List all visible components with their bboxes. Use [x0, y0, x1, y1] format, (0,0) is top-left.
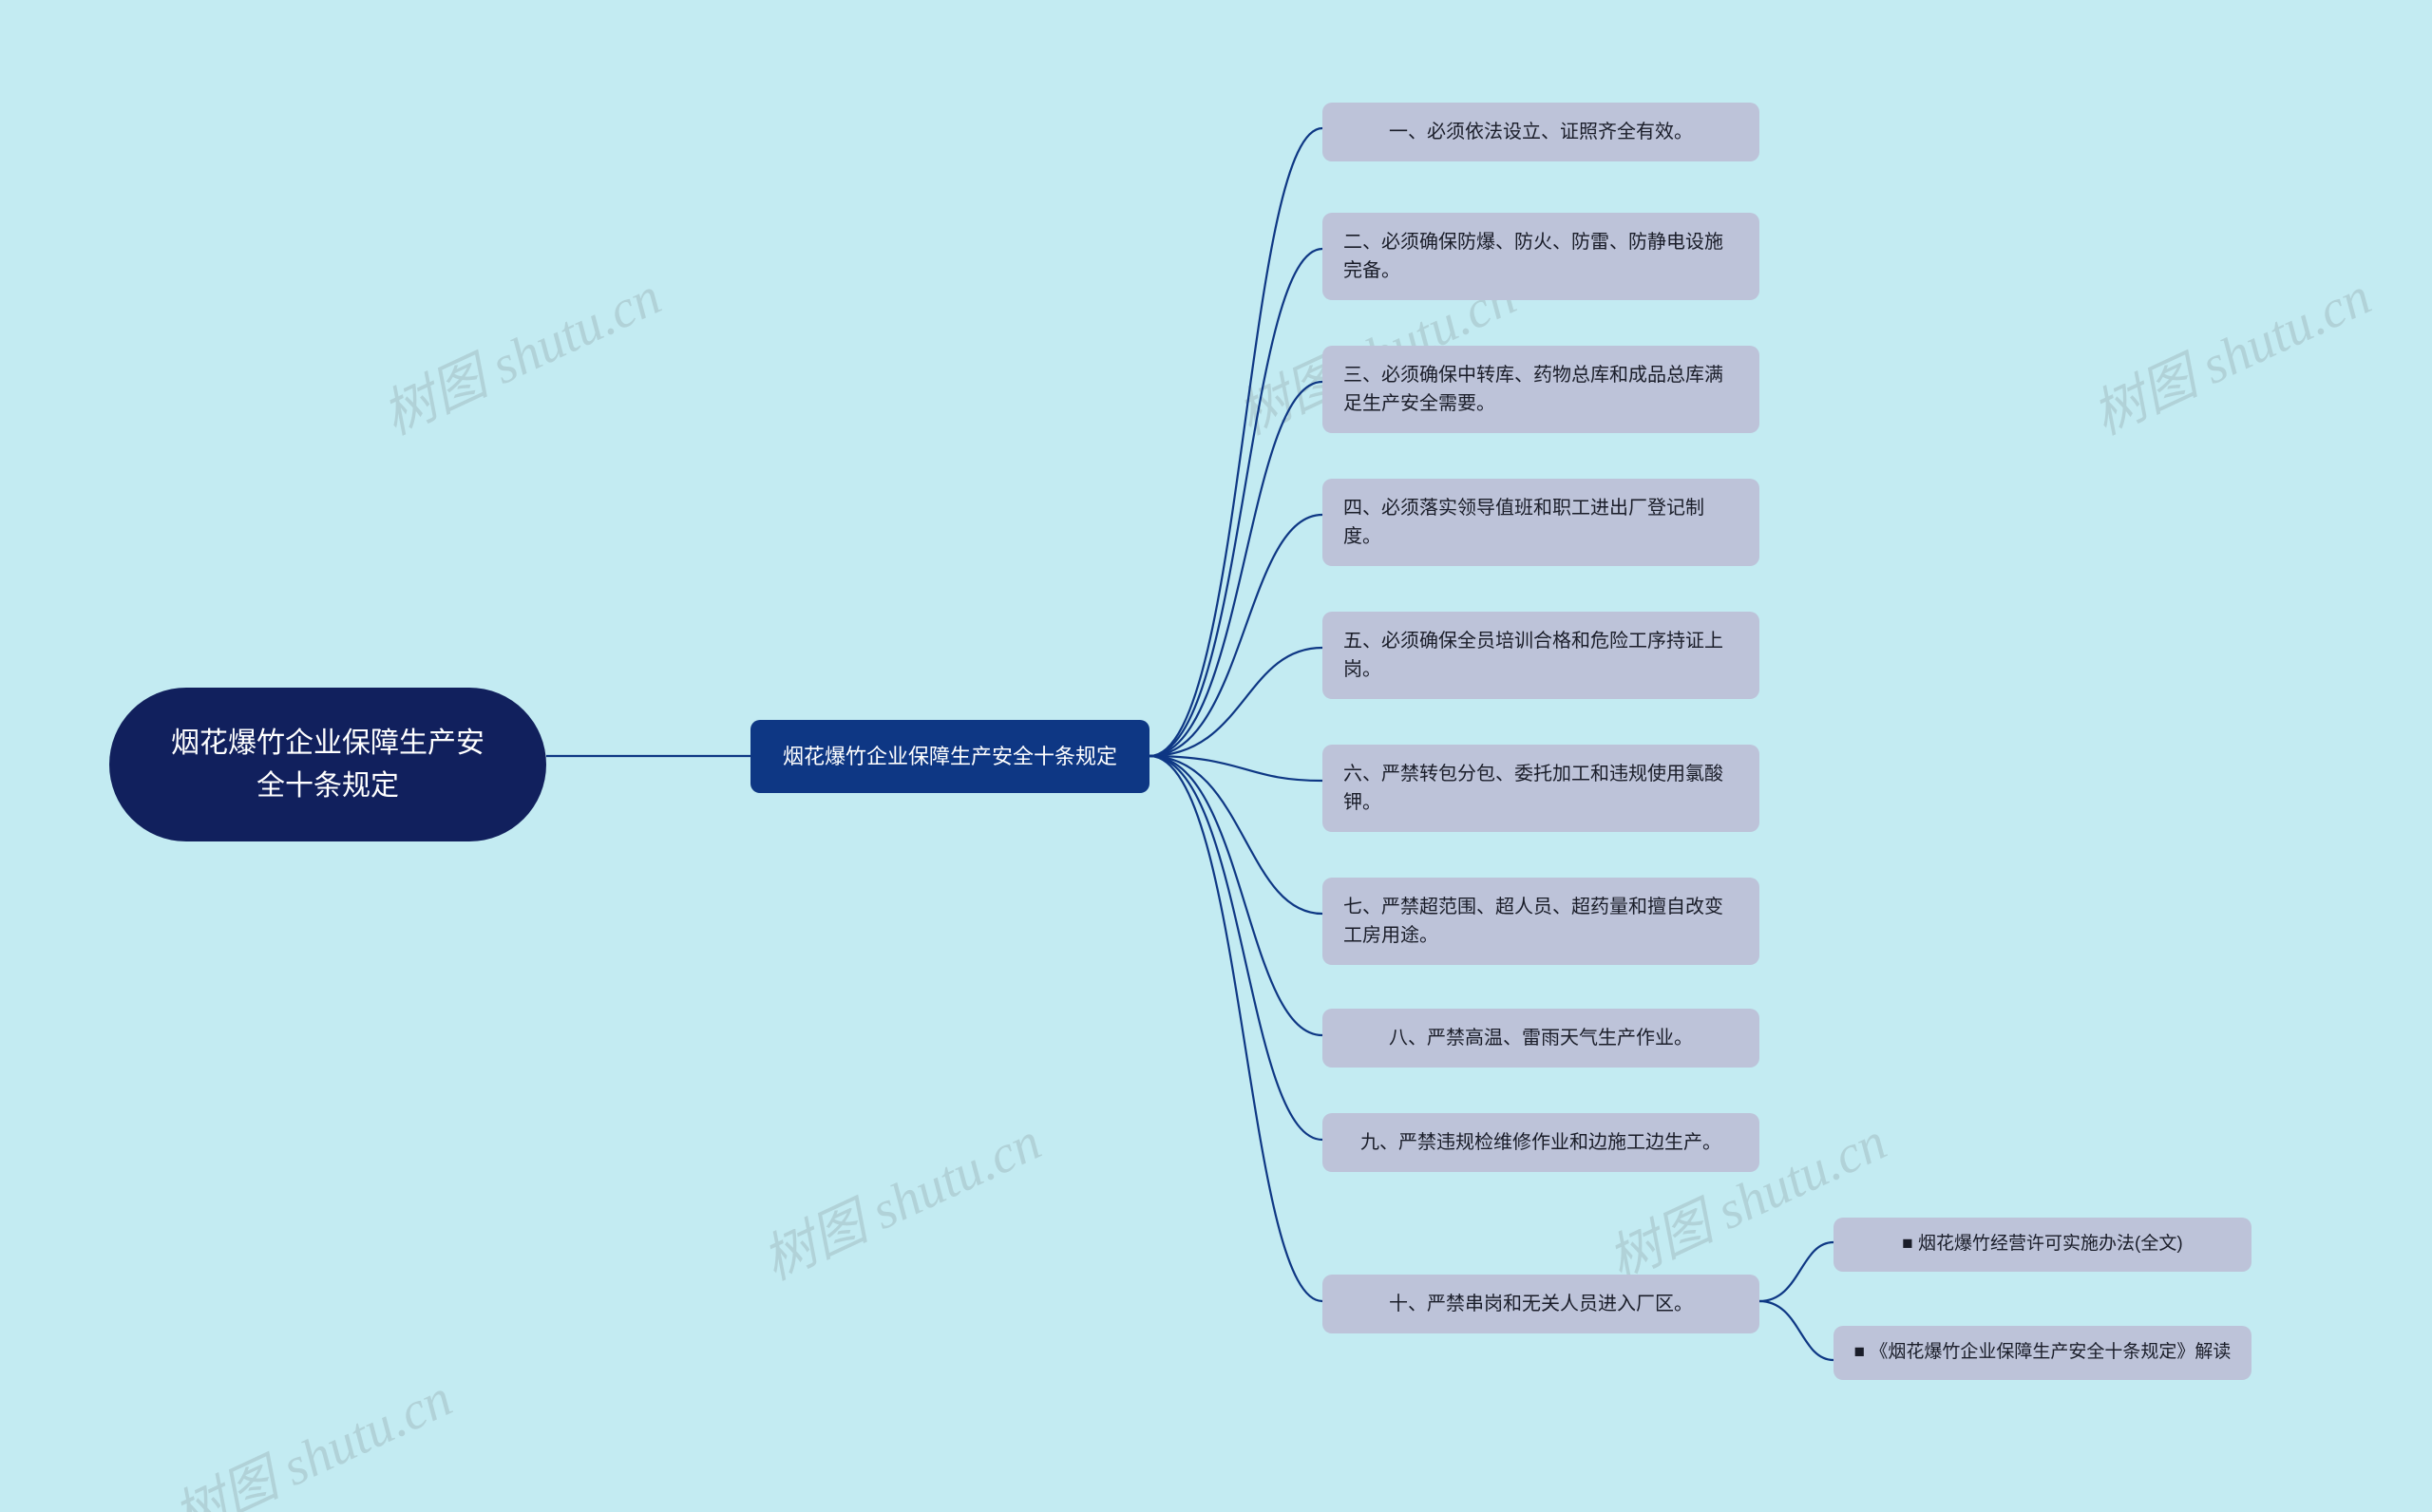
level3-item-2: ■ 《烟花爆竹企业保障生产安全十条规定》解读 [1834, 1326, 2252, 1380]
level2-item-1-label: 一、必须依法设立、证照齐全有效。 [1389, 118, 1693, 146]
level2-item-9: 九、严禁违规检维修作业和边施工边生产。 [1322, 1113, 1759, 1172]
level2-item-2: 二、必须确保防爆、防火、防雷、防静电设施完备。 [1322, 213, 1759, 300]
level2-item-6-label: 六、严禁转包分包、委托加工和违规使用氯酸钾。 [1343, 760, 1738, 817]
level2-item-9-label: 九、严禁违规检维修作业和边施工边生产。 [1360, 1128, 1721, 1157]
level2-item-7: 七、严禁超范围、超人员、超药量和擅自改变工房用途。 [1322, 878, 1759, 965]
level2-item-6: 六、严禁转包分包、委托加工和违规使用氯酸钾。 [1322, 745, 1759, 832]
root-node-label: 烟花爆竹企业保障生产安全十条规定 [161, 722, 495, 807]
level3-item-1: ■ 烟花爆竹经营许可实施办法(全文) [1834, 1218, 2252, 1272]
root-node: 烟花爆竹企业保障生产安全十条规定 [109, 688, 546, 841]
level2-item-8-label: 八、严禁高温、雷雨天气生产作业。 [1389, 1024, 1693, 1052]
watermark: 树图 shutu.cn [369, 254, 672, 449]
level2-item-5-label: 五、必须确保全员培训合格和危险工序持证上岗。 [1343, 627, 1738, 684]
level2-item-7-label: 七、严禁超范围、超人员、超药量和擅自改变工房用途。 [1343, 893, 1738, 950]
level2-item-3: 三、必须确保中转库、药物总库和成品总库满足生产安全需要。 [1322, 346, 1759, 433]
level2-item-4-label: 四、必须落实领导值班和职工进出厂登记制度。 [1343, 494, 1738, 551]
level1-node-label: 烟花爆竹企业保障生产安全十条规定 [783, 741, 1117, 772]
level1-node: 烟花爆竹企业保障生产安全十条规定 [750, 720, 1150, 793]
level2-item-3-label: 三、必须确保中转库、药物总库和成品总库满足生产安全需要。 [1343, 361, 1738, 418]
level2-item-4: 四、必须落实领导值班和职工进出厂登记制度。 [1322, 479, 1759, 566]
watermark: 树图 shutu.cn [2079, 254, 2382, 449]
level2-item-1: 一、必须依法设立、证照齐全有效。 [1322, 103, 1759, 161]
watermark: 树图 shutu.cn [749, 1099, 1052, 1295]
level2-item-8: 八、严禁高温、雷雨天气生产作业。 [1322, 1009, 1759, 1068]
level2-item-5: 五、必须确保全员培训合格和危险工序持证上岗。 [1322, 612, 1759, 699]
level2-item-10-label: 十、严禁串岗和无关人员进入厂区。 [1389, 1290, 1693, 1318]
level3-item-1-label: ■ 烟花爆竹经营许可实施办法(全文) [1902, 1231, 2182, 1258]
level3-item-2-label: ■ 《烟花爆竹企业保障生产安全十条规定》解读 [1854, 1339, 2232, 1367]
watermark: 树图 shutu.cn [160, 1355, 463, 1512]
level2-item-2-label: 二、必须确保防爆、防火、防雷、防静电设施完备。 [1343, 228, 1738, 285]
level2-item-10: 十、严禁串岗和无关人员进入厂区。 [1322, 1275, 1759, 1333]
